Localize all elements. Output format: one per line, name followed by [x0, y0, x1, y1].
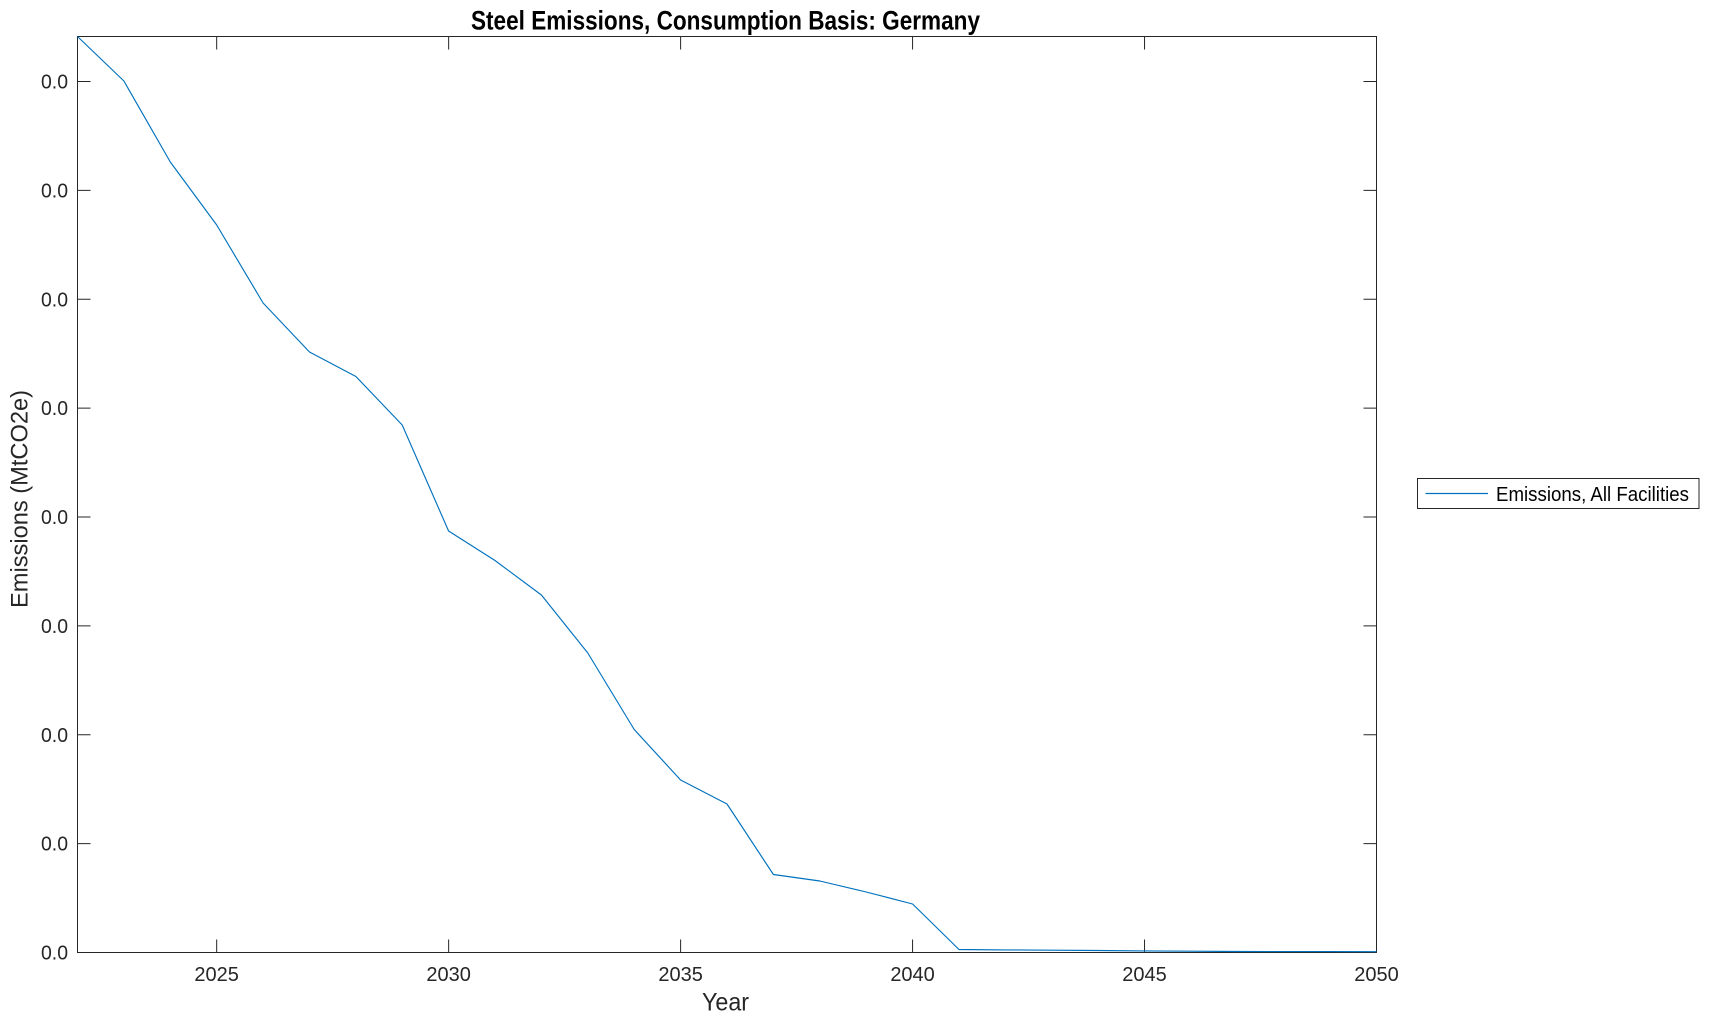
svg-text:0.0: 0.0	[41, 942, 68, 965]
svg-text:2040: 2040	[890, 963, 935, 986]
svg-text:Emissions (MtCO2e): Emissions (MtCO2e)	[7, 390, 34, 608]
svg-text:0.0: 0.0	[41, 506, 68, 529]
svg-text:2050: 2050	[1354, 963, 1399, 986]
svg-text:Emissions, All Facilities: Emissions, All Facilities	[1496, 483, 1689, 506]
svg-text:0.0: 0.0	[41, 397, 68, 420]
svg-text:0.0: 0.0	[41, 288, 68, 311]
svg-text:0.0: 0.0	[41, 179, 68, 202]
svg-text:0.0: 0.0	[41, 615, 68, 638]
svg-text:Steel Emissions, Consumption B: Steel Emissions, Consumption Basis: Germ…	[471, 6, 980, 36]
svg-text:0.0: 0.0	[41, 724, 68, 747]
svg-text:0.0: 0.0	[41, 71, 68, 94]
svg-text:Year: Year	[702, 989, 749, 1017]
svg-text:2035: 2035	[658, 963, 703, 986]
svg-text:2045: 2045	[1122, 963, 1167, 986]
svg-text:2025: 2025	[194, 963, 239, 986]
svg-text:2030: 2030	[426, 963, 471, 986]
svg-text:0.0: 0.0	[41, 833, 68, 856]
